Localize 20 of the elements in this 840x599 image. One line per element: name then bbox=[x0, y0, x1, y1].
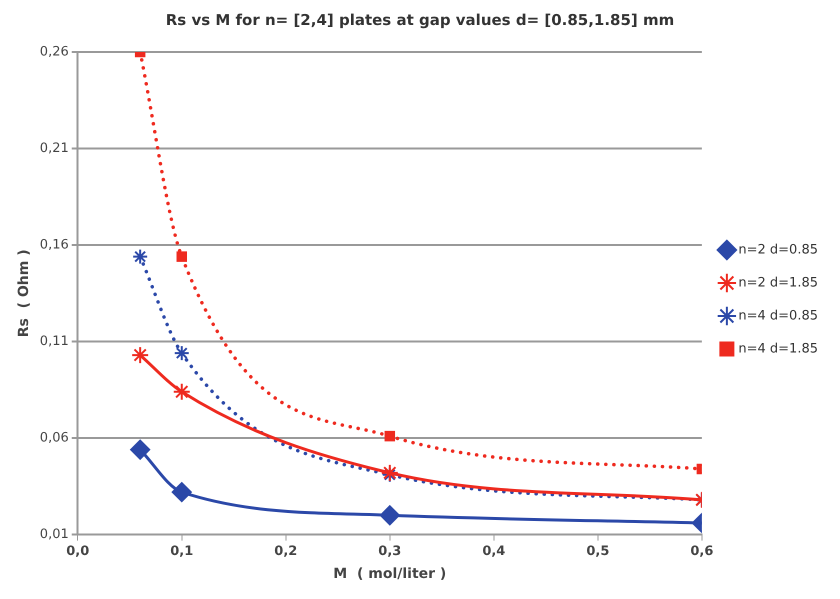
legend-label: n=2 d=1.85 bbox=[738, 275, 818, 290]
y-tick-label: 0,11 bbox=[40, 334, 69, 349]
x-tick-label: 0,0 bbox=[66, 544, 90, 559]
x-tick-label: 0,2 bbox=[274, 544, 298, 559]
x-tick-label: 0,3 bbox=[378, 544, 402, 559]
x-tick-label: 0,6 bbox=[690, 544, 714, 559]
y-tick-label: 0,21 bbox=[40, 140, 69, 156]
x-tick-label: 0,5 bbox=[586, 544, 610, 559]
legend-label: n=4 d=1.85 bbox=[738, 341, 818, 356]
y-tick-label: 0,16 bbox=[40, 237, 69, 252]
legend-label: n=2 d=0.85 bbox=[738, 242, 818, 258]
chart-title: Rs vs M for n= [2,4] plates at gap values d= [0.85,1.85] mm bbox=[166, 10, 674, 29]
y-tick-label: 0,06 bbox=[40, 430, 69, 446]
x-tick-label: 0,1 bbox=[170, 544, 194, 559]
y-tick-label: 0,26 bbox=[40, 44, 69, 60]
y-tick-label: 0,01 bbox=[40, 526, 69, 542]
legend-label: n=4 d=0.85 bbox=[738, 308, 818, 324]
x-tick-label: 0,4 bbox=[482, 544, 506, 559]
x-axis-title: M ( mol/liter ) bbox=[333, 566, 446, 582]
y-axis-title: Rs ( Ohm ) bbox=[16, 249, 32, 338]
